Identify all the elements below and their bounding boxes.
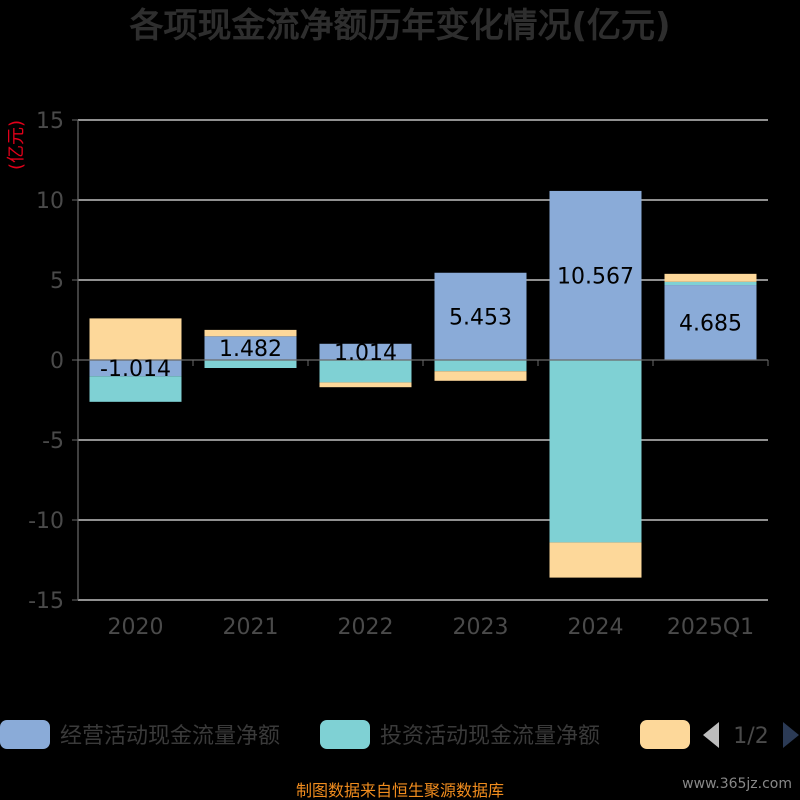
legend-label[interactable]: 经营活动现金流量净额 (60, 724, 280, 749)
data-source-text: 制图数据来自恒生聚源数据库 (296, 781, 504, 800)
legend-swatch[interactable] (0, 720, 50, 749)
bar-segment (319, 382, 412, 388)
bar-segment (89, 360, 182, 377)
legend: 经营活动现金流量净额 投资活动现金流量净额 (0, 720, 690, 749)
legend-swatch[interactable] (640, 720, 690, 749)
triangle-right-icon[interactable] (783, 722, 799, 748)
y-tick-label: 10 (36, 189, 64, 214)
bar-segment (319, 360, 412, 383)
bar-segment (549, 542, 642, 578)
triangle-left-icon[interactable] (703, 722, 719, 748)
bar-segment (549, 360, 642, 543)
bar-segment (434, 360, 527, 372)
x-tick-label: 2025Q1 (667, 615, 754, 640)
bars (89, 190, 757, 578)
bar-segment (549, 190, 642, 360)
bar-segment (664, 285, 757, 360)
bar-segment (204, 360, 297, 368)
y-axis-label: (亿元) (6, 120, 27, 170)
data-label: -1.014 (100, 357, 171, 382)
bar-segment (89, 318, 182, 360)
data-label: 4.685 (679, 312, 742, 337)
bar-segment (204, 336, 297, 360)
data-label: 1.014 (334, 341, 397, 366)
y-tick-label: -15 (28, 589, 64, 614)
watermark: www.365jz.com (682, 776, 792, 792)
data-label: 10.567 (557, 264, 634, 289)
y-tick-label: 5 (50, 269, 64, 294)
data-label: 5.453 (449, 305, 512, 330)
y-tick-label: -10 (28, 509, 64, 534)
x-axis-ticks: 2020 2021 2022 2023 2024 2025Q1 (77, 360, 769, 640)
chart-title: 各项现金流净额历年变化情况(亿元) (129, 6, 670, 46)
data-labels: -1.014 1.482 1.014 5.453 10.567 4.685 (100, 264, 742, 382)
x-tick-label: 2021 (223, 615, 279, 640)
data-label: 1.482 (219, 337, 282, 362)
legend-page-indicator: 1/2 (733, 724, 768, 749)
x-tick-label: 2022 (338, 615, 394, 640)
gridlines (78, 119, 768, 601)
legend-swatch[interactable] (320, 720, 370, 749)
bar-segment (664, 281, 757, 286)
y-tick-label: -5 (42, 429, 64, 454)
bar-segment (319, 343, 412, 360)
legend-pager: 1/2 (703, 722, 799, 749)
bar-segment (434, 371, 527, 381)
y-tick-label: 15 (36, 109, 64, 134)
bar-segment (89, 376, 182, 402)
y-tick-label: 0 (50, 349, 64, 374)
x-tick-label: 2024 (568, 615, 624, 640)
y-axis-ticks: 15 10 5 0 -5 -10 -15 (28, 109, 78, 614)
bar-segment (204, 329, 297, 337)
bar-segment (434, 272, 527, 360)
x-tick-label: 2023 (453, 615, 509, 640)
legend-label[interactable]: 投资活动现金流量净额 (380, 724, 600, 749)
x-tick-label: 2020 (108, 615, 164, 640)
bar-segment (664, 273, 757, 282)
